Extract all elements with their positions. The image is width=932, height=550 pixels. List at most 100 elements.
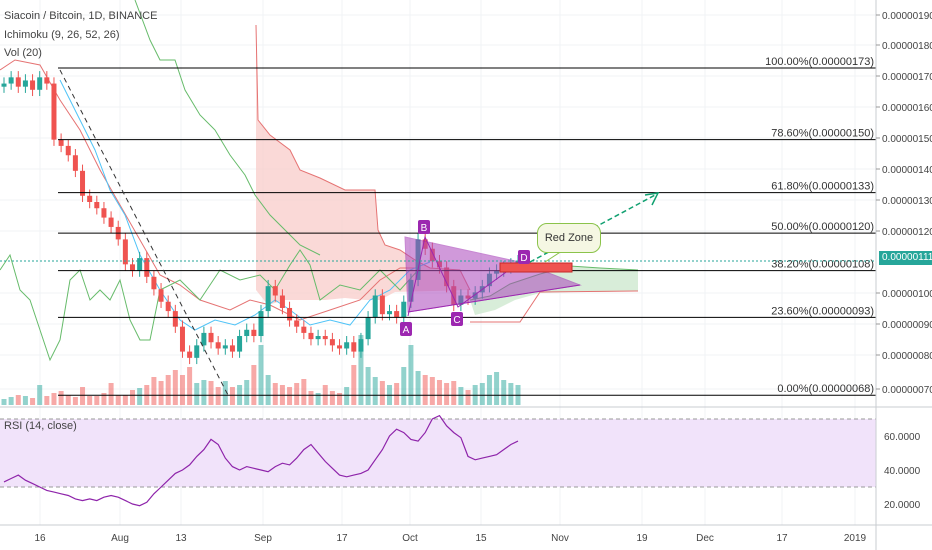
volume-bar [172,370,178,405]
candle [308,332,314,340]
candle [251,329,257,337]
volume-bar [30,398,36,405]
senkou-b [470,290,639,323]
volume-bar [222,381,228,405]
rsi-tick-label: 40.0000 [884,466,921,477]
volume-bar [422,375,428,405]
current-price-tag: 0.00000111 [879,251,932,265]
candle [179,326,185,352]
volume-bar [72,397,78,405]
candle [72,155,78,171]
candle [394,311,400,318]
time-tick-label: Sep [254,533,272,544]
candle [15,77,21,87]
volume-bar [365,367,371,405]
candle [265,286,271,312]
volume-bar [15,395,21,405]
price-tick-label: 0.00000080 [882,351,932,362]
indicator-rsi[interactable]: RSI (14, close) [4,420,77,432]
time-tick-label: 17 [776,533,788,544]
candle [351,342,357,352]
candle [365,317,371,340]
volume-bar [294,383,300,405]
volume-bar [351,365,357,405]
pattern-point-marker [518,250,530,264]
volume-bar [194,383,200,405]
trend-line-dashed [59,69,229,396]
volume-bar [344,387,350,405]
candle [158,289,164,302]
volume-bar [179,375,185,405]
volume-bar [308,391,314,405]
candle [301,326,307,333]
volume-bar [229,387,235,405]
candle [94,202,100,209]
volume-bar [37,385,43,405]
volume-bar [415,371,421,405]
tenkan-sen [59,79,431,331]
volume-bar [451,381,457,405]
volume-bar [379,381,385,405]
candle [215,342,221,349]
candle [194,345,200,358]
candle [358,339,364,352]
candle [44,77,50,84]
volume-bar [115,395,121,405]
volume-bar [151,377,157,405]
rsi-band [0,419,876,487]
candle [329,339,335,346]
time-tick-label: 15 [475,533,487,544]
volume-bar [22,396,28,405]
candle [65,145,71,156]
volume-bar [337,393,343,405]
price-tick-label: 0.00000100 [882,289,932,300]
volume-bar [287,387,293,405]
time-tick-label: Nov [551,533,569,544]
indicator-ichimoku[interactable]: Ichimoku (9, 26, 52, 26) [4,29,120,41]
candle [137,258,143,271]
candle [101,208,107,218]
fib-level-label: 50.00%(0.00000120) [771,221,874,233]
cloud-bearish [256,25,470,305]
candle [172,311,178,327]
candle [58,139,64,146]
fibonacci-levels: 100.00%(0.00000173) 78.60%(0.00000150) 61.… [58,56,876,396]
candle [258,311,264,337]
candle [187,351,193,358]
candle [287,307,293,321]
volume-bar [358,335,364,405]
time-tick-label: Oct [402,533,418,544]
pattern-point-marker [400,322,412,336]
cloud-bullish [470,266,638,315]
volume-bar [8,397,14,405]
fib-level-label: 100.00%(0.00000173) [765,56,874,68]
volume-bar [401,367,407,405]
rsi-line [3,414,519,507]
candle [272,286,278,296]
fib-level-label: 61.80%(0.00000133) [771,181,874,193]
volume-bar [465,390,471,405]
candle [372,295,378,318]
volume-bar [44,396,50,405]
candle [144,258,150,277]
candle [401,301,407,318]
volume-bar [251,365,257,405]
pattern-point-marker [451,312,463,326]
candle [80,170,86,196]
volume-bar [479,383,485,405]
projection-arrowhead [644,192,660,206]
chikou-upper [134,0,321,256]
candle [87,195,93,202]
candle [379,295,385,315]
candle [22,80,28,87]
kijun-sen [0,59,420,321]
price-tick-label: 0.00000180 [882,41,932,52]
volume-bar [137,388,143,405]
indicator-volume[interactable]: Vol (20) [4,47,42,59]
fib-level-label: 78.60%(0.00000150) [771,128,874,140]
pattern-point-label: D [520,253,527,264]
candle [130,264,135,271]
pattern-point-label: B [421,223,428,234]
chikou-span [0,249,421,362]
